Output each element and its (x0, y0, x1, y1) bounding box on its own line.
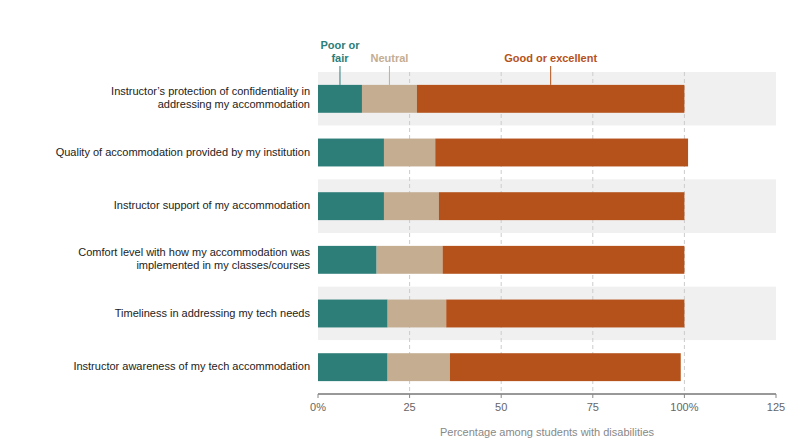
legend-label: Good or excellent (504, 52, 597, 64)
bar-segment (318, 353, 388, 381)
category-labels: Instructor’s protection of confidentiali… (56, 85, 311, 372)
row-band (318, 72, 776, 126)
bar-segment (435, 139, 688, 167)
grid-line (501, 72, 502, 394)
grid (410, 72, 685, 394)
x-tick-label: 125 (767, 401, 785, 413)
bars (318, 85, 688, 381)
legend-leader (389, 66, 390, 85)
row-band (318, 179, 776, 233)
bar-segment (446, 300, 684, 328)
category-label: Timeliness in addressing my tech needs (115, 306, 311, 318)
row-band (318, 340, 776, 394)
chart-container: Instructor’s protection of confidentiali… (0, 0, 800, 448)
bar-segment (318, 192, 384, 220)
row-band (318, 126, 776, 180)
x-tick (501, 394, 502, 398)
x-tick-label: 0% (310, 401, 326, 413)
category-label: Quality of accommodation provided by my … (56, 145, 310, 157)
bar-segment (384, 139, 435, 167)
chart-svg: Instructor’s protection of confidentiali… (0, 0, 800, 448)
x-tick (592, 394, 593, 398)
legend-leader (550, 66, 551, 85)
x-axis-label: Percentage among students with disabilit… (440, 426, 655, 438)
bar-segment (388, 300, 447, 328)
bar-segment (443, 246, 685, 274)
x-axis: 0% 25 50 75 100% 125 (310, 394, 785, 413)
legend: Poor orfair Neutral Good or excellent (320, 39, 597, 85)
x-tick (318, 394, 319, 398)
category-label: Instructor awareness of my tech accommod… (73, 360, 310, 372)
x-tick-label: 50 (495, 401, 507, 413)
bar-segment (318, 246, 377, 274)
x-tick-label: 25 (403, 401, 415, 413)
x-axis-line (318, 394, 776, 395)
bar-segment (384, 192, 439, 220)
x-tick (776, 394, 777, 398)
grid-line (684, 72, 685, 394)
bar-segment (318, 85, 362, 113)
category-label: Comfort level with how my accommodation … (78, 246, 310, 271)
grid-line (409, 72, 410, 394)
x-tick-label: 75 (587, 401, 599, 413)
row-backgrounds (318, 72, 776, 394)
row-band (318, 233, 776, 287)
x-tick-label: 100% (670, 401, 698, 413)
x-tick (684, 394, 685, 398)
legend-leader (339, 66, 340, 85)
grid-line (592, 72, 593, 394)
bar-segment (318, 300, 388, 328)
row-band (318, 287, 776, 341)
category-label: Instructor support of my accommodation (114, 199, 310, 211)
x-tick (409, 394, 410, 398)
legend-label: Neutral (370, 52, 408, 64)
bar-segment (439, 192, 684, 220)
bar-segment (450, 353, 681, 381)
legend-label: Poor orfair (320, 39, 360, 64)
bar-segment (388, 353, 450, 381)
bar-segment (417, 85, 684, 113)
category-label: Instructor’s protection of confidentiali… (111, 85, 310, 110)
bar-segment (318, 139, 384, 167)
bar-segment (377, 246, 443, 274)
bar-segment (362, 85, 417, 113)
